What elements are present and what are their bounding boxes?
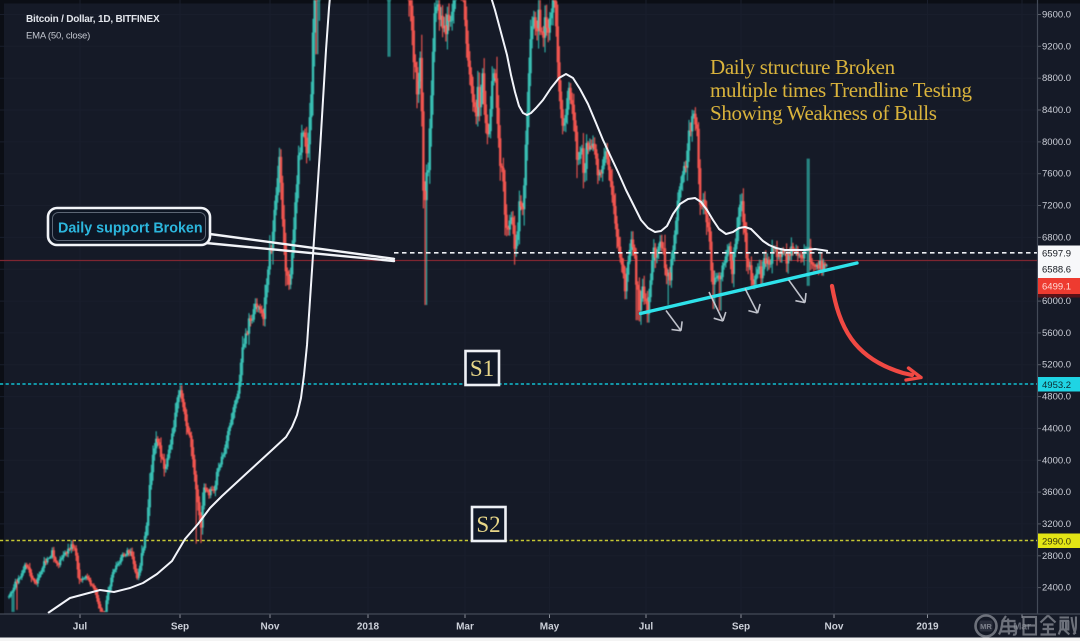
svg-text:7600.0: 7600.0 [1042, 169, 1071, 180]
svg-text:Mar: Mar [1013, 622, 1031, 633]
svg-text:4000.0: 4000.0 [1042, 455, 1071, 466]
svg-text:5200.0: 5200.0 [1042, 360, 1071, 371]
svg-text:6800.0: 6800.0 [1042, 232, 1071, 243]
svg-text:4400.0: 4400.0 [1042, 423, 1071, 434]
svg-text:2990.0: 2990.0 [1042, 537, 1071, 548]
svg-text:8800.0: 8800.0 [1042, 73, 1071, 84]
svg-text:2400.0: 2400.0 [1042, 583, 1071, 594]
svg-text:Bitcoin / Dollar, 1D, BITFINEX: Bitcoin / Dollar, 1D, BITFINEX [26, 14, 160, 25]
svg-text:4953.2: 4953.2 [1042, 380, 1071, 391]
svg-text:Sep: Sep [732, 622, 750, 633]
svg-text:6588.6: 6588.6 [1042, 265, 1071, 276]
svg-text:6000.0: 6000.0 [1042, 296, 1071, 307]
svg-text:Nov: Nov [261, 622, 280, 633]
svg-text:6597.9: 6597.9 [1042, 249, 1071, 260]
svg-text:3200.0: 3200.0 [1042, 519, 1071, 530]
svg-text:Daily support Broken: Daily support Broken [58, 221, 203, 237]
svg-text:Sep: Sep [171, 622, 189, 633]
svg-text:5600.0: 5600.0 [1042, 328, 1071, 339]
svg-text:Daily structure Broken: Daily structure Broken [710, 55, 896, 79]
svg-text:Showing Weakness of Bulls: Showing Weakness of Bulls [710, 101, 937, 125]
svg-text:MR: MR [980, 622, 992, 631]
svg-text:Jul: Jul [639, 622, 654, 633]
svg-text:EMA (50, close): EMA (50, close) [26, 31, 90, 42]
svg-text:3600.0: 3600.0 [1042, 487, 1071, 498]
svg-text:7200.0: 7200.0 [1042, 201, 1071, 212]
svg-text:Nov: Nov [825, 622, 844, 633]
svg-text:2019: 2019 [916, 622, 939, 633]
svg-text:S2: S2 [476, 512, 500, 537]
svg-text:May: May [540, 622, 560, 633]
svg-text:Mar: Mar [456, 622, 474, 633]
svg-text:9200.0: 9200.0 [1042, 41, 1071, 52]
svg-text:8000.0: 8000.0 [1042, 137, 1071, 148]
svg-text:multiple times Trendline Testi: multiple times Trendline Testing [710, 78, 973, 102]
svg-text:2018: 2018 [357, 622, 380, 633]
svg-text:S1: S1 [470, 356, 494, 381]
svg-text:6499.1: 6499.1 [1042, 282, 1071, 293]
svg-text:Jul: Jul [73, 622, 88, 633]
svg-text:4800.0: 4800.0 [1042, 392, 1071, 403]
svg-text:2800.0: 2800.0 [1042, 551, 1071, 562]
svg-text:8400.0: 8400.0 [1042, 105, 1071, 116]
svg-text:9600.0: 9600.0 [1042, 10, 1071, 21]
